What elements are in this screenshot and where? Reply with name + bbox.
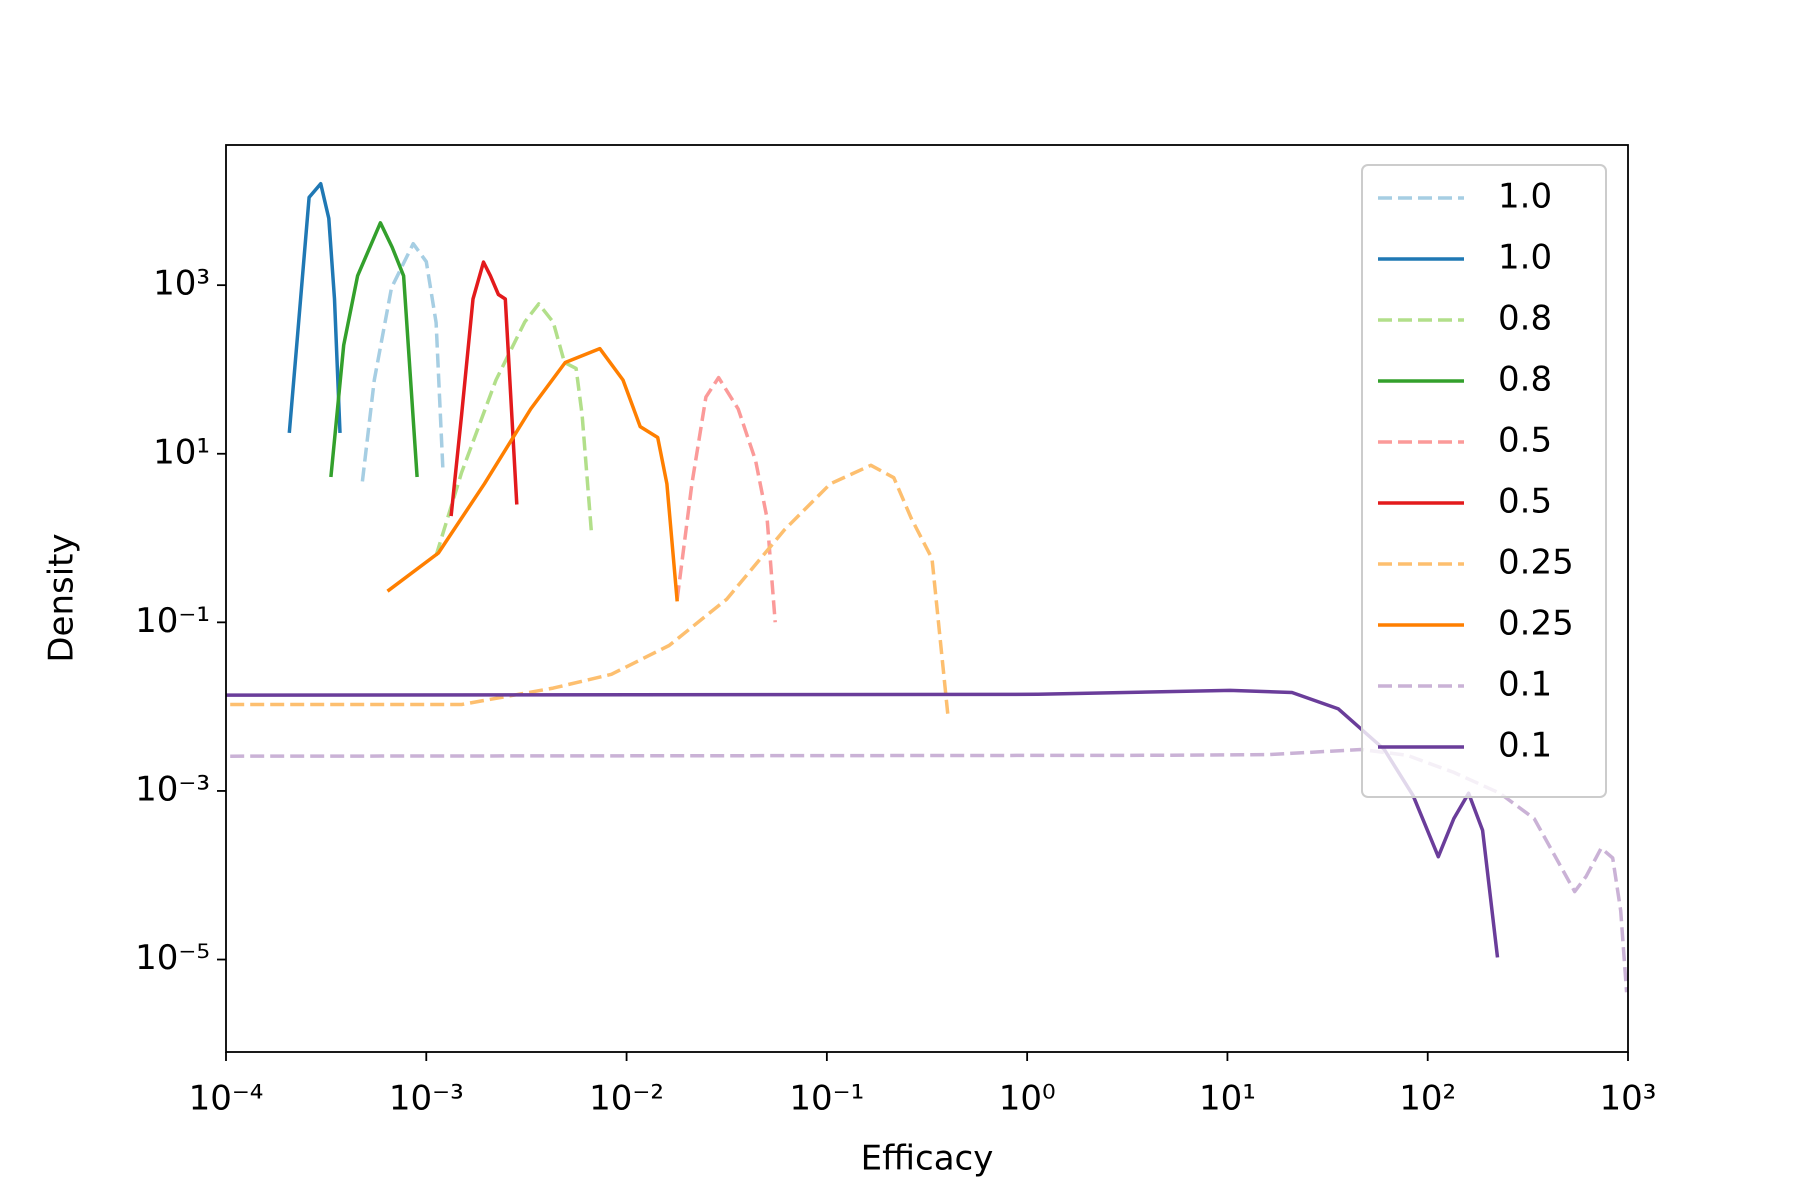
y-tick-label: 10¹ — [153, 432, 210, 472]
series-line — [230, 747, 1628, 993]
legend-label: 0.25 — [1498, 604, 1574, 644]
legend-label: 1.0 — [1498, 238, 1552, 278]
legend-label: 0.8 — [1498, 360, 1552, 400]
series-line — [329, 221, 419, 478]
x-tick-label: 10¹ — [1199, 1079, 1256, 1119]
legend-label: 1.0 — [1498, 177, 1552, 217]
y-axis-label: Density — [42, 533, 82, 662]
series-line — [675, 375, 777, 623]
series-line — [226, 688, 1500, 958]
series-line — [434, 302, 594, 557]
x-tick-label: 10⁻⁴ — [189, 1079, 264, 1119]
legend-label: 0.8 — [1498, 299, 1552, 339]
x-tick-label: 10² — [1399, 1079, 1456, 1119]
x-tick-label: 10⁻¹ — [789, 1079, 864, 1119]
legend-label: 0.5 — [1498, 482, 1552, 522]
x-tick-label: 10⁰ — [999, 1079, 1056, 1119]
series-line — [360, 241, 445, 482]
x-tick-label: 10⁻³ — [389, 1079, 464, 1119]
y-tick-label: 10⁻³ — [135, 769, 210, 809]
legend-label: 0.1 — [1498, 726, 1552, 766]
series-line — [230, 463, 950, 718]
legend-label: 0.1 — [1498, 665, 1552, 705]
legend-label: 0.25 — [1498, 543, 1574, 583]
series-line — [287, 181, 342, 434]
x-tick-label: 10³ — [1600, 1079, 1657, 1119]
series-line — [386, 346, 679, 602]
legend-box — [1361, 164, 1607, 798]
series-line — [449, 260, 519, 517]
x-axis-label: Efficacy — [861, 1139, 994, 1179]
x-tick-label: 10⁻² — [589, 1079, 664, 1119]
legend: 1.0 1.0 0.8 0.8 0.5 0.5 0.25 0.25 0.1 0.1 — [1361, 164, 1607, 798]
y-tick-label: 10⁻⁵ — [135, 938, 210, 978]
y-tick-label: 10⁻¹ — [135, 601, 210, 641]
plot-frame — [225, 144, 1629, 1053]
legend-label: 0.5 — [1498, 421, 1552, 461]
y-tick-label: 10³ — [153, 264, 210, 304]
plot-area — [226, 181, 1628, 993]
